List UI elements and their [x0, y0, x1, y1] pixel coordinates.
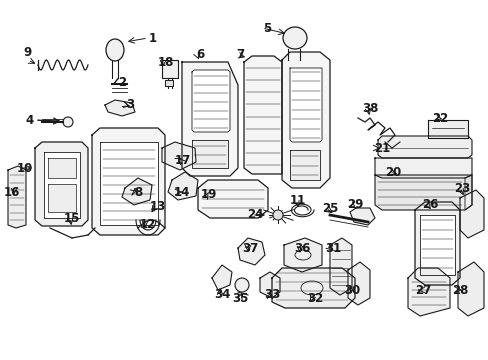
- Polygon shape: [457, 262, 483, 316]
- Ellipse shape: [283, 27, 306, 49]
- Ellipse shape: [106, 39, 124, 61]
- Polygon shape: [168, 172, 198, 200]
- Polygon shape: [374, 175, 471, 210]
- Text: 12: 12: [140, 219, 156, 231]
- Polygon shape: [374, 158, 471, 178]
- Text: 26: 26: [421, 198, 437, 211]
- Text: 11: 11: [289, 194, 305, 207]
- Text: 8: 8: [134, 185, 142, 198]
- Text: 13: 13: [149, 201, 166, 213]
- Text: 25: 25: [321, 202, 338, 215]
- Polygon shape: [329, 238, 351, 295]
- Polygon shape: [8, 166, 26, 228]
- Text: 14: 14: [173, 185, 190, 198]
- Text: 10: 10: [17, 162, 33, 175]
- Text: 23: 23: [453, 181, 469, 194]
- Polygon shape: [284, 238, 321, 272]
- Text: 19: 19: [201, 189, 217, 202]
- Polygon shape: [44, 152, 80, 218]
- Polygon shape: [419, 215, 454, 275]
- Polygon shape: [271, 268, 354, 308]
- Polygon shape: [182, 62, 238, 176]
- Text: 35: 35: [231, 292, 248, 305]
- Polygon shape: [427, 120, 467, 138]
- Text: 17: 17: [175, 153, 191, 166]
- Text: 32: 32: [306, 292, 323, 305]
- Text: 31: 31: [324, 242, 341, 255]
- Circle shape: [235, 278, 248, 292]
- Polygon shape: [92, 128, 164, 235]
- Polygon shape: [238, 238, 264, 265]
- Polygon shape: [289, 68, 321, 142]
- Polygon shape: [377, 136, 471, 158]
- Text: 15: 15: [63, 211, 80, 225]
- Polygon shape: [105, 100, 135, 116]
- Polygon shape: [192, 140, 227, 168]
- Polygon shape: [212, 265, 231, 290]
- Text: 4: 4: [26, 113, 34, 126]
- Polygon shape: [407, 268, 449, 316]
- Text: 34: 34: [213, 288, 230, 302]
- Text: 38: 38: [361, 102, 377, 114]
- Polygon shape: [162, 142, 196, 170]
- Polygon shape: [414, 202, 459, 285]
- Polygon shape: [260, 272, 280, 298]
- Polygon shape: [122, 178, 152, 205]
- Circle shape: [63, 117, 73, 127]
- Polygon shape: [459, 190, 483, 238]
- Text: 3: 3: [126, 99, 134, 112]
- Text: 18: 18: [158, 55, 174, 68]
- Polygon shape: [464, 175, 471, 210]
- Polygon shape: [162, 60, 178, 78]
- Polygon shape: [349, 208, 374, 225]
- Text: 27: 27: [414, 284, 430, 297]
- Text: 1: 1: [149, 31, 157, 45]
- Text: 2: 2: [118, 76, 126, 89]
- Polygon shape: [48, 158, 76, 178]
- Text: 33: 33: [264, 288, 280, 302]
- Text: 24: 24: [246, 208, 263, 221]
- Bar: [164, 80, 173, 86]
- Polygon shape: [282, 52, 329, 188]
- Text: 30: 30: [343, 284, 359, 297]
- Polygon shape: [192, 70, 229, 132]
- Text: 28: 28: [451, 284, 467, 297]
- Polygon shape: [198, 180, 267, 218]
- Text: 6: 6: [196, 49, 203, 62]
- Text: 7: 7: [235, 49, 244, 62]
- Circle shape: [272, 210, 283, 220]
- Polygon shape: [244, 56, 282, 174]
- Polygon shape: [35, 142, 88, 226]
- Polygon shape: [289, 150, 319, 180]
- Text: 9: 9: [24, 45, 32, 58]
- Text: 36: 36: [293, 242, 309, 255]
- Polygon shape: [100, 142, 158, 225]
- Text: 21: 21: [373, 141, 389, 154]
- Polygon shape: [48, 184, 76, 212]
- Text: 37: 37: [242, 242, 258, 255]
- Text: 5: 5: [263, 22, 270, 35]
- Polygon shape: [347, 262, 369, 305]
- Text: 29: 29: [346, 198, 363, 211]
- Text: 20: 20: [384, 166, 400, 179]
- Text: 22: 22: [431, 112, 447, 125]
- Text: 16: 16: [4, 185, 20, 198]
